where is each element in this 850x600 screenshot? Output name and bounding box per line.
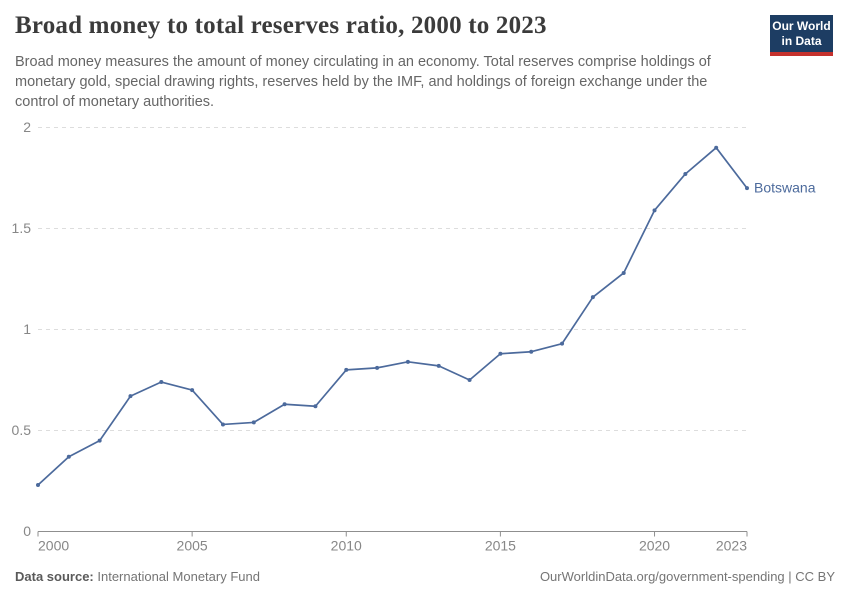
data-point[interactable] [251, 420, 256, 425]
data-point[interactable] [590, 295, 595, 300]
x-tick-label: 2023 [716, 538, 747, 554]
data-point[interactable] [36, 483, 40, 488]
x-tick-label: 2015 [485, 538, 516, 554]
data-point[interactable] [159, 380, 164, 385]
data-source-label: Data source: [15, 569, 94, 584]
data-line[interactable] [37, 146, 748, 486]
y-tick-label: 1 [23, 321, 31, 337]
data-point[interactable] [220, 422, 225, 427]
y-tick-label: 0.5 [12, 422, 32, 438]
data-point[interactable] [498, 351, 503, 356]
data-point[interactable] [313, 404, 318, 409]
data-point[interactable] [436, 363, 441, 368]
x-tick-label: 2010 [331, 538, 362, 554]
owid-logo[interactable]: Our World in Data [770, 15, 833, 56]
data-point[interactable] [652, 208, 657, 213]
x-tick-label: 2020 [639, 538, 670, 554]
data-point[interactable] [683, 171, 688, 176]
data-point[interactable] [128, 394, 133, 399]
data-point[interactable] [714, 145, 719, 150]
y-tick-label: 0 [23, 523, 31, 539]
logo-line1: Our World [772, 19, 831, 33]
data-point[interactable] [560, 341, 565, 346]
data-point[interactable] [344, 367, 349, 372]
x-tick-label: 2005 [177, 538, 208, 554]
x-tick-label: 2000 [38, 538, 69, 554]
logo-line2: in Data [781, 34, 822, 48]
footer-link[interactable]: OurWorldinData.org/government-spending |… [539, 569, 835, 584]
data-point[interactable] [282, 402, 287, 407]
data-point[interactable] [190, 388, 195, 393]
data-point[interactable] [97, 438, 102, 443]
data-source-value: International Monetary Fund [97, 569, 260, 584]
chart-subtitle: Broad money measures the amount of money… [15, 54, 711, 110]
data-source: Data source: International Monetary Fund [15, 569, 260, 584]
data-point[interactable] [375, 365, 380, 370]
y-tick-label: 1.5 [12, 220, 32, 236]
y-tick-label: 2 [23, 119, 31, 135]
series-label: Botswana [754, 180, 816, 196]
data-point[interactable] [529, 349, 534, 354]
data-point[interactable] [405, 359, 410, 364]
page-title: Broad money to total reserves ratio, 200… [15, 12, 547, 39]
data-point[interactable] [66, 454, 71, 459]
data-point[interactable] [467, 378, 472, 382]
data-point[interactable] [621, 270, 626, 275]
chart-footer: Data source: International Monetary Fund… [15, 569, 835, 587]
data-point[interactable] [745, 186, 749, 191]
